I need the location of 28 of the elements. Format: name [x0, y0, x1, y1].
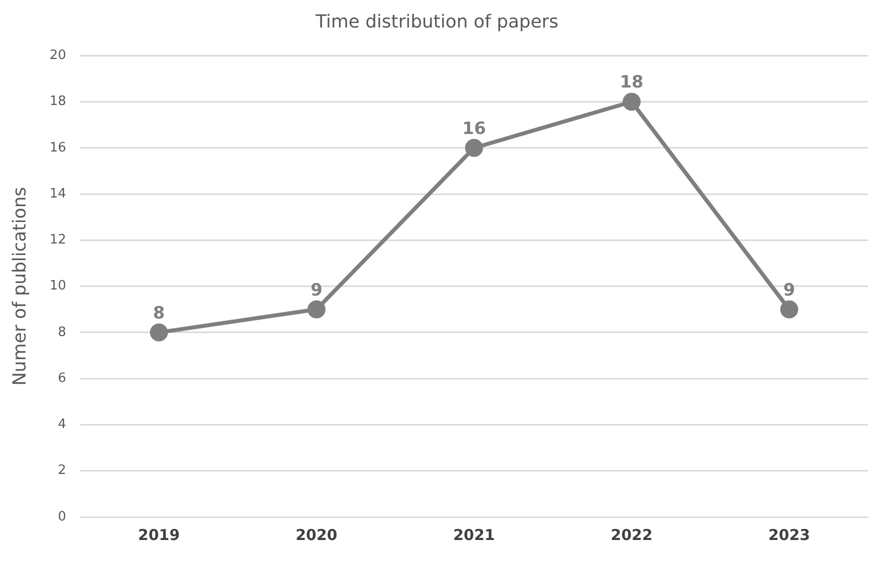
x-tick-label: 2023	[768, 526, 810, 544]
point	[622, 92, 641, 111]
point	[465, 138, 484, 157]
x-tick-label: 2019	[138, 526, 180, 544]
data-label: 9	[310, 280, 322, 300]
point	[308, 300, 326, 318]
y-tick-label: 16	[50, 140, 66, 156]
point	[150, 323, 168, 342]
y-tick-label: 10	[50, 278, 66, 294]
data-label: 8	[153, 303, 165, 324]
y-tick-label: 18	[50, 94, 66, 110]
x-tick-label: 2021	[453, 526, 495, 544]
y-tick-label: 8	[58, 324, 66, 340]
y-tick-label: 0	[58, 509, 66, 524]
y-tick-label: 14	[50, 186, 66, 202]
x-tick-label: 2020	[296, 526, 338, 544]
y-axis-title: Numer of publications	[9, 186, 30, 386]
y-tick-label: 12	[50, 232, 66, 248]
y-tick-label: 4	[58, 417, 66, 432]
y-tick-label: 20	[50, 48, 66, 63]
y-tick-label: 6	[58, 370, 66, 386]
y-tick-label: 2	[58, 463, 66, 478]
data-label: 16	[462, 118, 486, 139]
data-label: 9	[783, 280, 796, 300]
x-tick-label: 2022	[610, 526, 653, 544]
point	[780, 300, 798, 318]
chart-title: Time distribution of papers	[314, 11, 558, 32]
data-label: 18	[620, 72, 644, 93]
